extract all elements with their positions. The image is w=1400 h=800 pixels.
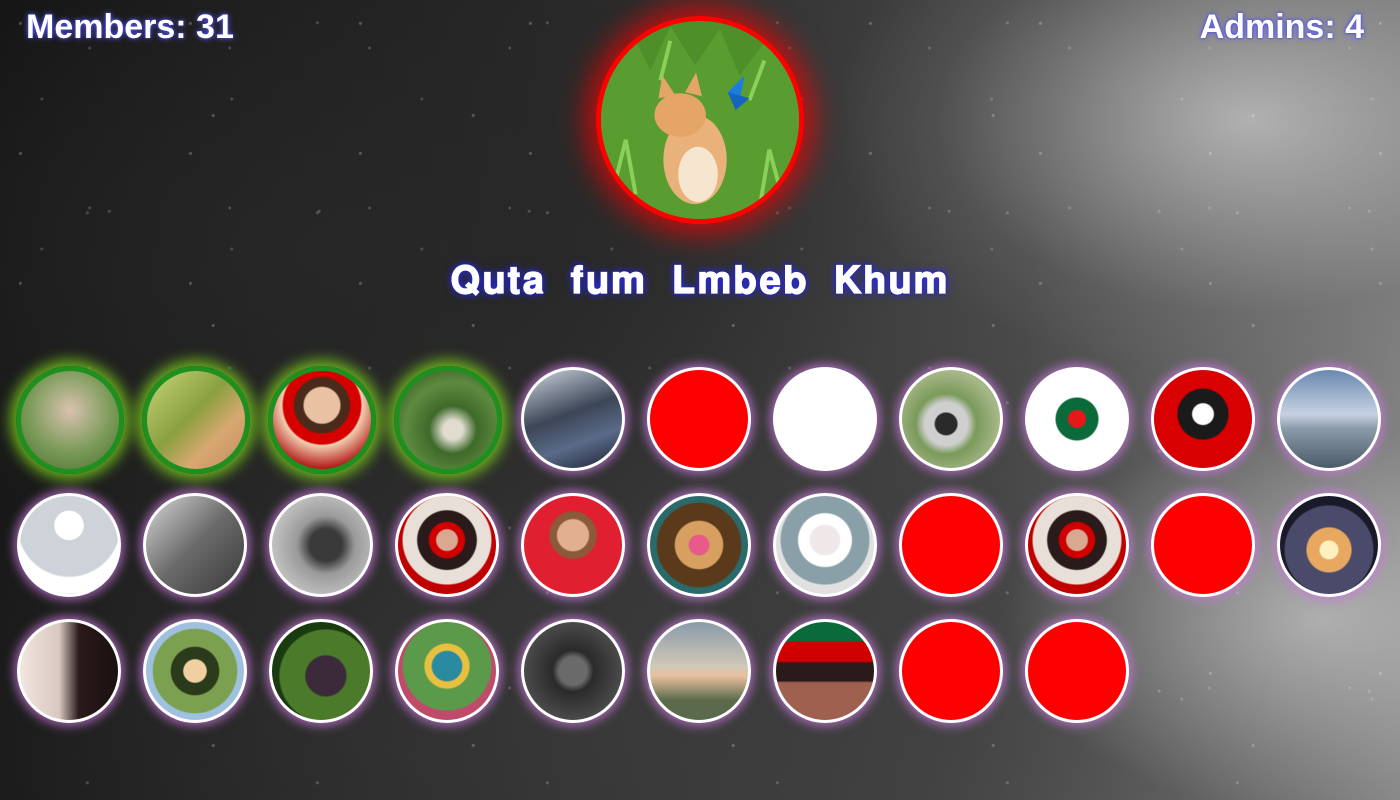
member-avatar[interactable] [1025, 367, 1129, 471]
members-count: Members: 31 [26, 8, 234, 46]
member-avatar[interactable] [773, 367, 877, 471]
member-avatar[interactable] [17, 619, 121, 723]
member-avatar[interactable] [521, 619, 625, 723]
admin-avatar[interactable] [268, 366, 376, 474]
member-avatar[interactable] [773, 619, 877, 723]
admin-avatar[interactable] [394, 366, 502, 474]
group-name: 𝐐𝐮𝐭𝐚 𝐟𝐮𝐦 𝐋𝐦𝐛𝐞𝐛 𝐊𝐡𝐮𝐦 [450, 258, 950, 302]
admin-avatar[interactable] [142, 366, 250, 474]
kitten-butterfly-photo-icon [601, 21, 799, 219]
member-avatar[interactable] [143, 619, 247, 723]
member-avatar[interactable] [899, 493, 1003, 597]
member-avatar[interactable] [521, 367, 625, 471]
admin-avatar[interactable] [16, 366, 124, 474]
member-avatar[interactable] [1025, 619, 1129, 723]
member-avatar[interactable] [395, 493, 499, 597]
member-avatar[interactable] [269, 493, 373, 597]
member-avatar[interactable] [395, 619, 499, 723]
member-avatar[interactable] [17, 493, 121, 597]
member-avatar[interactable] [899, 367, 1003, 471]
member-avatar[interactable] [899, 619, 1003, 723]
member-avatar[interactable] [269, 619, 373, 723]
member-avatar[interactable] [1277, 493, 1381, 597]
member-avatar[interactable] [773, 493, 877, 597]
admins-count: Admins: 4 [1199, 8, 1364, 46]
member-avatar[interactable] [647, 367, 751, 471]
member-avatar[interactable] [143, 493, 247, 597]
group-avatar[interactable] [596, 16, 804, 224]
member-avatar[interactable] [647, 493, 751, 597]
member-avatar[interactable] [1151, 493, 1255, 597]
member-avatar[interactable] [1151, 367, 1255, 471]
member-avatar[interactable] [1025, 493, 1129, 597]
member-avatar[interactable] [1277, 367, 1381, 471]
member-avatar[interactable] [647, 619, 751, 723]
member-avatar[interactable] [521, 493, 625, 597]
